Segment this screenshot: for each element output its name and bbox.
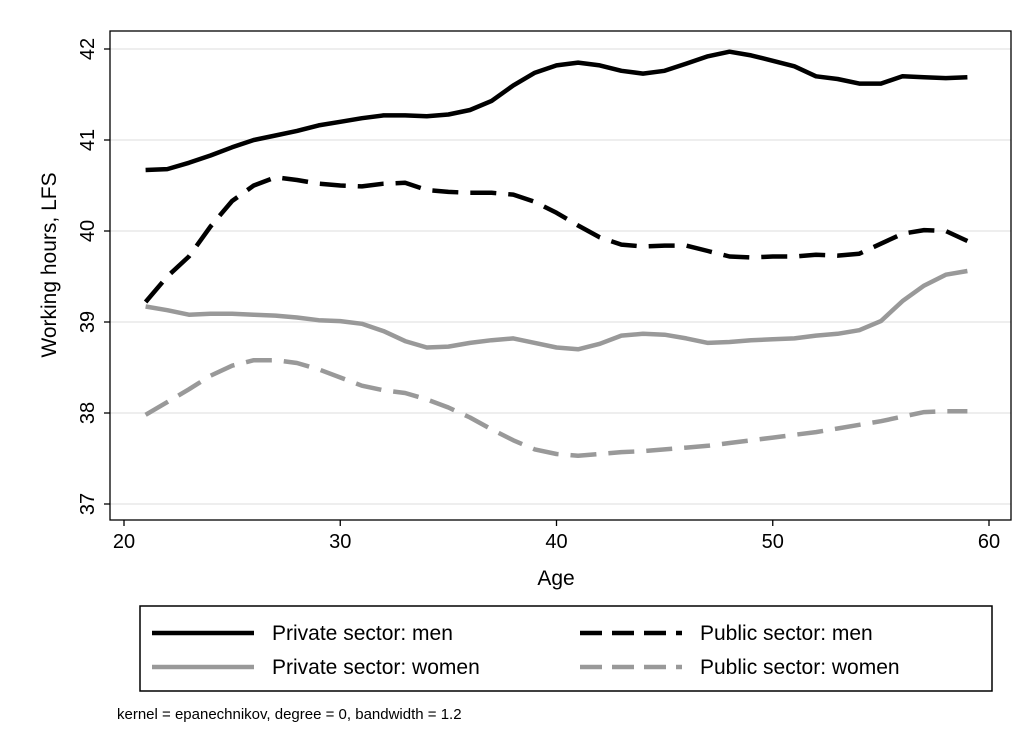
axes: 37 38 39 40 41 42 20 30 40 50 60 — [77, 38, 1000, 553]
plot-border — [109, 30, 1012, 521]
y-tick-label: 38 — [77, 402, 99, 424]
legend-label: Private sector: women — [272, 656, 480, 679]
y-tick-label: 40 — [77, 220, 99, 242]
series-line-public-sector-men — [143, 175, 969, 304]
legend-entries: Private sector: men Public sector: men Pri… — [152, 622, 900, 679]
gridlines — [110, 48, 1011, 505]
series-lines — [143, 49, 969, 459]
y-tick-label: 39 — [77, 311, 99, 333]
series-line-private-sector-men — [145, 49, 968, 173]
y-tick-label: 37 — [77, 493, 99, 515]
legend-label: Public sector: men — [700, 622, 873, 645]
series-line-public-sector-women — [144, 357, 968, 459]
x-tick-label: 30 — [329, 531, 351, 553]
legend-label: Public sector: women — [700, 656, 900, 679]
x-tick-label: 20 — [113, 531, 135, 553]
series-line-private-sector-women — [145, 268, 968, 352]
x-axis-title: Age — [537, 567, 574, 590]
y-axis-title: Working hours, LFS — [38, 172, 61, 357]
x-tick-label: 60 — [978, 531, 1000, 553]
legend: Private sector: men Public sector: men Pri… — [139, 605, 993, 692]
x-tick-label: 40 — [545, 531, 567, 553]
y-tick-label: 42 — [77, 38, 99, 60]
y-tick-label: 41 — [77, 129, 99, 151]
legend-box — [139, 605, 993, 692]
x-tick-label: 50 — [762, 531, 784, 553]
chart-note: kernel = epanechnikov, degree = 0, bandw… — [117, 706, 462, 723]
legend-label: Private sector: men — [272, 622, 453, 645]
